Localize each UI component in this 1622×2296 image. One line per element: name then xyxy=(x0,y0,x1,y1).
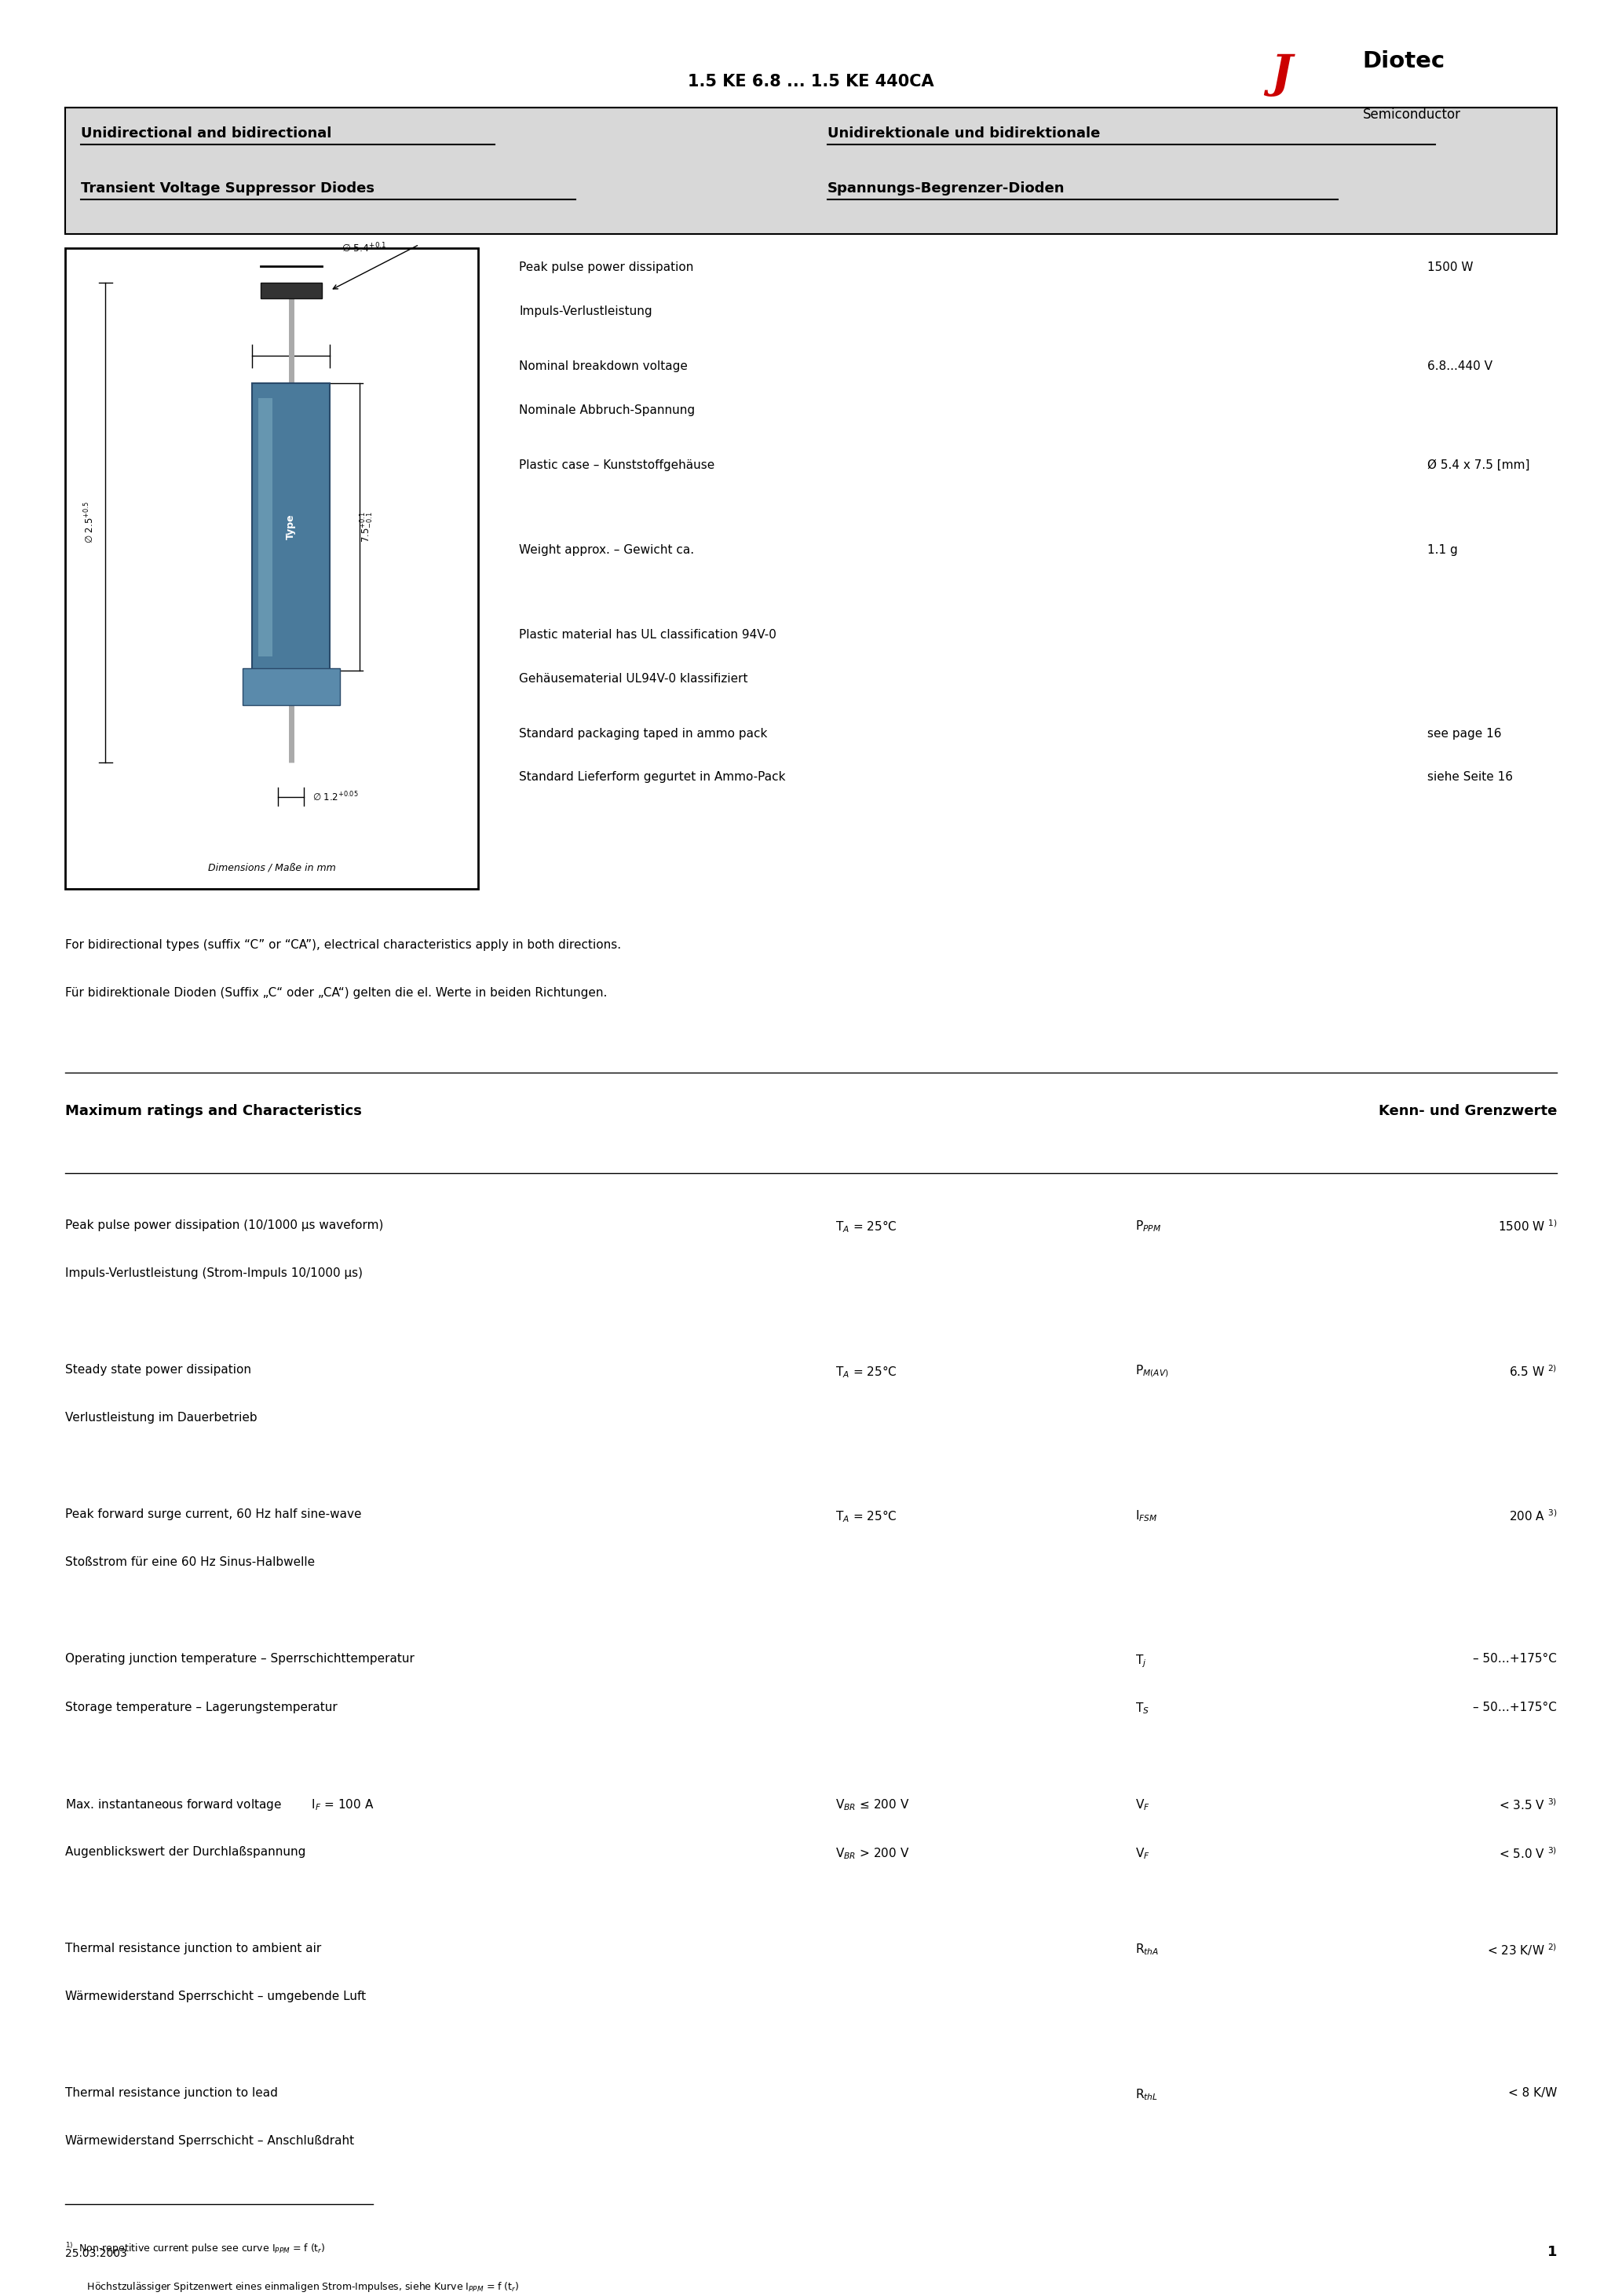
Text: J: J xyxy=(1270,53,1293,96)
Text: Peak pulse power dissipation: Peak pulse power dissipation xyxy=(519,262,694,273)
Text: R$_{thL}$: R$_{thL}$ xyxy=(1135,2087,1158,2101)
Text: Thermal resistance junction to ambient air: Thermal resistance junction to ambient a… xyxy=(65,1942,321,1954)
Text: Thermal resistance junction to lead: Thermal resistance junction to lead xyxy=(65,2087,277,2099)
Text: Wärmewiderstand Sperrschicht – umgebende Luft: Wärmewiderstand Sperrschicht – umgebende… xyxy=(65,1991,365,2002)
Text: Peak pulse power dissipation (10/1000 μs waveform): Peak pulse power dissipation (10/1000 μs… xyxy=(65,1219,383,1231)
Text: Nominale Abbruch-Spannung: Nominale Abbruch-Spannung xyxy=(519,404,694,416)
Text: < 23 K/W $^{2)}$: < 23 K/W $^{2)}$ xyxy=(1487,1942,1557,1958)
Text: 200 A $^{3)}$: 200 A $^{3)}$ xyxy=(1508,1508,1557,1522)
Text: T$_j$: T$_j$ xyxy=(1135,1653,1147,1669)
Text: $\varnothing$ 5.4$^{+0.1}$: $\varnothing$ 5.4$^{+0.1}$ xyxy=(341,241,386,255)
Text: Verlustleistung im Dauerbetrieb: Verlustleistung im Dauerbetrieb xyxy=(65,1412,256,1424)
Text: Peak forward surge current, 60 Hz half sine-wave: Peak forward surge current, 60 Hz half s… xyxy=(65,1508,362,1520)
Text: $^{1)}$  Non-repetitive current pulse see curve I$_{PPM}$ = f (t$_r$): $^{1)}$ Non-repetitive current pulse see… xyxy=(65,2241,326,2255)
Text: For bidirectional types (suffix “C” or “CA”), electrical characteristics apply i: For bidirectional types (suffix “C” or “… xyxy=(65,939,621,951)
Text: Ø 5.4 x 7.5 [mm]: Ø 5.4 x 7.5 [mm] xyxy=(1427,459,1530,471)
Text: T$_A$ = 25°C: T$_A$ = 25°C xyxy=(835,1364,897,1380)
Text: Steady state power dissipation: Steady state power dissipation xyxy=(65,1364,251,1375)
Text: Höchstzulässiger Spitzenwert eines einmaligen Strom-Impulses, siehe Kurve I$_{PP: Höchstzulässiger Spitzenwert eines einma… xyxy=(65,2280,519,2294)
Text: – 50…+175°C: – 50…+175°C xyxy=(1473,1701,1557,1713)
Text: Impuls-Verlustleistung: Impuls-Verlustleistung xyxy=(519,305,652,317)
Text: Impuls-Verlustleistung (Strom-Impuls 10/1000 μs): Impuls-Verlustleistung (Strom-Impuls 10/… xyxy=(65,1267,362,1279)
Text: V$_{BR}$ ≤ 200 V: V$_{BR}$ ≤ 200 V xyxy=(835,1798,910,1812)
Text: Weight approx. – Gewicht ca.: Weight approx. – Gewicht ca. xyxy=(519,544,694,556)
Text: T$_S$: T$_S$ xyxy=(1135,1701,1150,1715)
Text: 1: 1 xyxy=(1547,2245,1557,2259)
Text: $\varnothing$ 1.2$^{+0.05}$: $\varnothing$ 1.2$^{+0.05}$ xyxy=(311,790,358,804)
Text: Operating junction temperature – Sperrschichttemperatur: Operating junction temperature – Sperrsc… xyxy=(65,1653,414,1665)
Text: Maximum ratings and Characteristics: Maximum ratings and Characteristics xyxy=(65,1104,362,1118)
Text: Max. instantaneous forward voltage        I$_F$ = 100 A: Max. instantaneous forward voltage I$_F$… xyxy=(65,1798,373,1812)
Text: P$_{M(AV)}$: P$_{M(AV)}$ xyxy=(1135,1364,1169,1380)
Text: Standard packaging taped in ammo pack: Standard packaging taped in ammo pack xyxy=(519,728,767,739)
Text: I$_{FSM}$: I$_{FSM}$ xyxy=(1135,1508,1158,1522)
Text: 1500 W: 1500 W xyxy=(1427,262,1473,273)
Text: 7.5$^{+0.1}_{-0.1}$: 7.5$^{+0.1}_{-0.1}$ xyxy=(360,512,375,542)
Text: Spannungs-Begrenzer-Dioden: Spannungs-Begrenzer-Dioden xyxy=(827,181,1064,195)
Bar xyxy=(260,282,321,298)
Text: 6.8...440 V: 6.8...440 V xyxy=(1427,360,1492,372)
Text: Gehäusematerial UL94V-0 klassifiziert: Gehäusematerial UL94V-0 klassifiziert xyxy=(519,673,748,684)
Bar xyxy=(243,668,341,705)
Text: Dimensions / Maße in mm: Dimensions / Maße in mm xyxy=(208,863,336,872)
Text: T$_A$ = 25°C: T$_A$ = 25°C xyxy=(835,1219,897,1235)
Text: Nominal breakdown voltage: Nominal breakdown voltage xyxy=(519,360,688,372)
Text: Stoßstrom für eine 60 Hz Sinus-Halbwelle: Stoßstrom für eine 60 Hz Sinus-Halbwelle xyxy=(65,1557,315,1568)
Text: 1.1 g: 1.1 g xyxy=(1427,544,1458,556)
Text: P$_{PPM}$: P$_{PPM}$ xyxy=(1135,1219,1161,1233)
Text: Plastic material has UL classification 94V-0: Plastic material has UL classification 9… xyxy=(519,629,777,641)
Text: siehe Seite 16: siehe Seite 16 xyxy=(1427,771,1513,783)
Bar xyxy=(65,108,1557,234)
Text: < 3.5 V $^{3)}$: < 3.5 V $^{3)}$ xyxy=(1499,1798,1557,1812)
Bar xyxy=(258,397,272,657)
Text: 1500 W $^{1)}$: 1500 W $^{1)}$ xyxy=(1497,1219,1557,1233)
Text: < 8 K/W: < 8 K/W xyxy=(1508,2087,1557,2099)
Text: Kenn- und Grenzwerte: Kenn- und Grenzwerte xyxy=(1379,1104,1557,1118)
Text: Unidirektionale und bidirektionale: Unidirektionale und bidirektionale xyxy=(827,126,1100,140)
Text: V$_F$: V$_F$ xyxy=(1135,1846,1150,1860)
Text: see page 16: see page 16 xyxy=(1427,728,1502,739)
Text: T$_A$ = 25°C: T$_A$ = 25°C xyxy=(835,1508,897,1525)
Bar xyxy=(65,248,478,889)
Text: Wärmewiderstand Sperrschicht – Anschlußdraht: Wärmewiderstand Sperrschicht – Anschlußd… xyxy=(65,2135,354,2147)
Bar xyxy=(253,383,331,670)
Text: Standard Lieferform gegurtet in Ammo-Pack: Standard Lieferform gegurtet in Ammo-Pac… xyxy=(519,771,785,783)
Text: Plastic case – Kunststoffgehäuse: Plastic case – Kunststoffgehäuse xyxy=(519,459,715,471)
Text: Für bidirektionale Dioden (Suffix „C“ oder „CA“) gelten die el. Werte in beiden : Für bidirektionale Dioden (Suffix „C“ od… xyxy=(65,987,607,999)
Text: < 5.0 V $^{3)}$: < 5.0 V $^{3)}$ xyxy=(1499,1846,1557,1860)
Text: Diotec: Diotec xyxy=(1362,51,1445,73)
Text: $\varnothing$ 2.5$^{+0.5}$: $\varnothing$ 2.5$^{+0.5}$ xyxy=(83,501,96,544)
Text: Unidirectional and bidirectional: Unidirectional and bidirectional xyxy=(81,126,333,140)
Text: Transient Voltage Suppressor Diodes: Transient Voltage Suppressor Diodes xyxy=(81,181,375,195)
Text: Augenblickswert der Durchlaßspannung: Augenblickswert der Durchlaßspannung xyxy=(65,1846,305,1857)
Text: V$_F$: V$_F$ xyxy=(1135,1798,1150,1812)
Text: – 50…+175°C: – 50…+175°C xyxy=(1473,1653,1557,1665)
Text: V$_{BR}$ > 200 V: V$_{BR}$ > 200 V xyxy=(835,1846,910,1860)
Text: 1.5 KE 6.8 ... 1.5 KE 440CA: 1.5 KE 6.8 ... 1.5 KE 440CA xyxy=(688,73,934,90)
Text: 6.5 W $^{2)}$: 6.5 W $^{2)}$ xyxy=(1508,1364,1557,1378)
Text: Semiconductor: Semiconductor xyxy=(1362,108,1461,122)
Text: Type: Type xyxy=(285,514,297,540)
Text: Storage temperature – Lagerungstemperatur: Storage temperature – Lagerungstemperatu… xyxy=(65,1701,337,1713)
Text: R$_{thA}$: R$_{thA}$ xyxy=(1135,1942,1160,1956)
Text: 25.03.2003: 25.03.2003 xyxy=(65,2248,127,2259)
